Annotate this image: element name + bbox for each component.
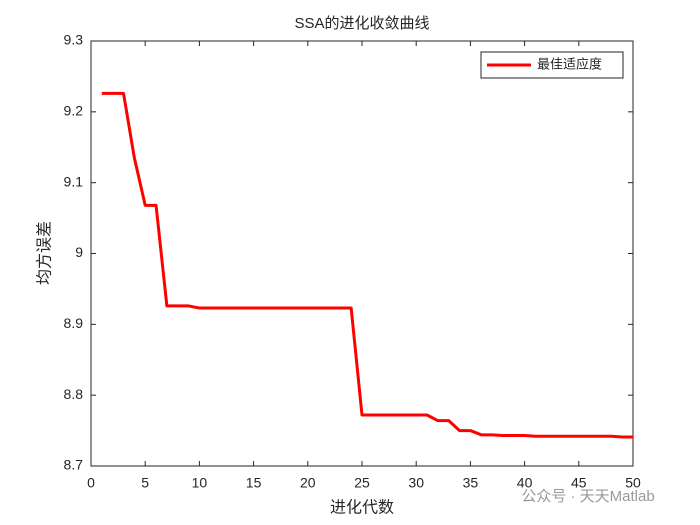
- x-axis-label: 进化代数: [330, 498, 394, 517]
- x-tick-label: 25: [354, 475, 370, 491]
- x-tick-label: 45: [571, 475, 587, 491]
- y-tick-label: 9.1: [64, 173, 84, 189]
- y-tick-label: 8.8: [64, 386, 84, 402]
- x-tick-label: 30: [408, 475, 424, 491]
- x-tick-label: 35: [463, 475, 479, 491]
- data-line: [101, 91, 633, 439]
- x-tick-label: 10: [192, 475, 208, 491]
- y-tick-label: 9.2: [64, 103, 84, 119]
- x-tick-label: 15: [246, 475, 262, 491]
- x-tick-label: 5: [141, 475, 149, 491]
- chart-title: SSA的进化收敛曲线: [294, 15, 429, 32]
- y-tick-label: 8.9: [64, 315, 84, 331]
- x-tick-label: 0: [87, 475, 95, 491]
- plot-area: [90, 40, 634, 467]
- x-tick-label: 40: [517, 475, 533, 491]
- legend-label: 最佳适应度: [537, 57, 602, 73]
- x-tick-label: 50: [625, 475, 641, 491]
- y-tick-label: 9.3: [64, 32, 84, 48]
- x-tick-label: 20: [300, 475, 316, 491]
- y-tick-label: 8.7: [64, 457, 84, 473]
- y-tick-label: 9: [75, 244, 83, 260]
- watermark: 公众号 · 天天Matlab: [521, 488, 654, 505]
- y-axis-label: 均方误差: [35, 221, 54, 285]
